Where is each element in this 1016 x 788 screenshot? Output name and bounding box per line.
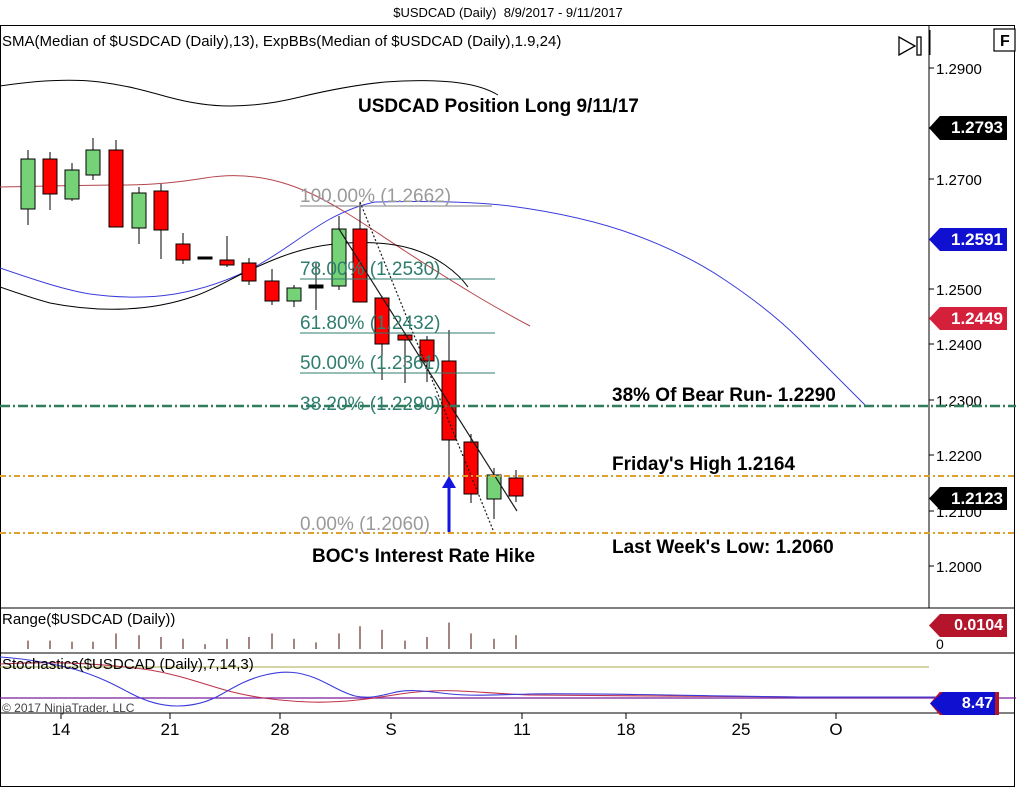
- svg-text:0.00% (1.2060): 0.00% (1.2060): [300, 514, 430, 535]
- svg-text:USDCAD Position Long 9/11/17: USDCAD Position Long 9/11/17: [358, 96, 639, 117]
- svg-text:78.00% (1.2530): 78.00% (1.2530): [300, 259, 441, 280]
- svg-text:61.80% (1.2432): 61.80% (1.2432): [300, 313, 441, 334]
- svg-text:38% Of Bear Run- 1.2290: 38% Of Bear Run- 1.2290: [612, 385, 836, 406]
- svg-text:BOC's Interest Rate Hike: BOC's Interest Rate Hike: [312, 546, 535, 567]
- svg-text:38.20% (1.2290): 38.20% (1.2290): [300, 394, 441, 415]
- svg-text:Friday's High 1.2164: Friday's High 1.2164: [612, 454, 795, 475]
- svg-text:100.00% (1.2662): 100.00% (1.2662): [300, 186, 451, 207]
- svg-text:Last Week's Low: 1.2060: Last Week's Low: 1.2060: [612, 537, 834, 558]
- svg-text:50.00% (1.2361): 50.00% (1.2361): [300, 353, 441, 374]
